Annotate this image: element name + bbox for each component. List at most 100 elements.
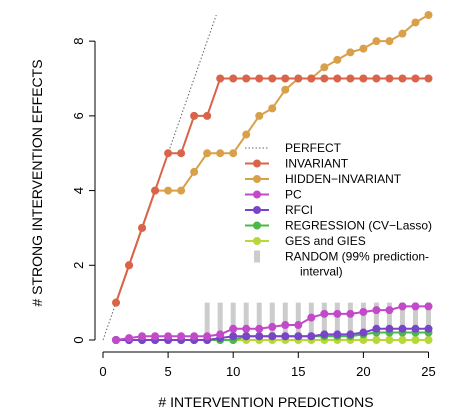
y-tick-label: 8 bbox=[71, 38, 86, 45]
random-band-bar bbox=[230, 302, 236, 340]
series-point bbox=[320, 330, 329, 339]
y-tick-label: 0 bbox=[71, 336, 86, 343]
series-point bbox=[346, 74, 355, 83]
random-band-bar bbox=[386, 302, 392, 340]
legend-label: RFCI bbox=[285, 203, 313, 217]
random-band-bar bbox=[269, 302, 275, 340]
series-point bbox=[385, 336, 394, 344]
series-point bbox=[372, 336, 381, 344]
random-band-bar bbox=[373, 302, 379, 340]
series-point bbox=[411, 302, 420, 311]
random-band-bar bbox=[243, 302, 249, 340]
series-point bbox=[112, 336, 121, 344]
series-point bbox=[346, 330, 355, 339]
legend-label: RANDOM (99% prediction- bbox=[285, 250, 429, 264]
series-point bbox=[268, 322, 277, 331]
random-band-bar bbox=[217, 302, 223, 340]
series-point bbox=[268, 332, 277, 341]
series-point bbox=[281, 321, 290, 330]
legend-marker bbox=[253, 190, 261, 199]
series-point bbox=[268, 74, 277, 83]
series-pc bbox=[112, 302, 433, 344]
x-tick-label: 15 bbox=[291, 364, 305, 379]
series-point bbox=[281, 85, 290, 94]
legend-entry: GES and GIES bbox=[245, 234, 366, 248]
series-point bbox=[203, 111, 212, 120]
series-point bbox=[216, 330, 225, 339]
legend-entry: INVARIANT bbox=[245, 157, 349, 171]
random-band-bar bbox=[360, 302, 366, 340]
series-point bbox=[255, 332, 264, 341]
series-point bbox=[372, 306, 381, 315]
series-point bbox=[333, 74, 342, 83]
legend-entry: HIDDEN−INVARIANT bbox=[245, 172, 402, 186]
series-point bbox=[203, 332, 212, 341]
series-point bbox=[177, 186, 186, 195]
legend-entry: RANDOM (99% prediction-interval) bbox=[254, 250, 429, 279]
legend-entry: PC bbox=[245, 188, 302, 202]
series-point bbox=[307, 74, 316, 83]
legend-label: REGRESSION (CV−Lasso) bbox=[285, 219, 432, 233]
series-point bbox=[424, 74, 433, 83]
random-band-bar bbox=[412, 302, 418, 340]
series-point bbox=[346, 309, 355, 318]
series-point bbox=[164, 332, 173, 341]
series-point bbox=[229, 74, 238, 83]
series-point bbox=[229, 324, 238, 333]
y-tick-label: 2 bbox=[71, 262, 86, 269]
legend-label: PERFECT bbox=[285, 141, 342, 155]
random-band-bar bbox=[334, 302, 340, 340]
series-invariant bbox=[112, 74, 433, 307]
series-point bbox=[307, 313, 316, 322]
x-axis-title: # INTERVENTION PREDICTIONS bbox=[158, 394, 373, 410]
series-point bbox=[372, 324, 381, 333]
x-tick-label: 10 bbox=[226, 364, 240, 379]
series-point bbox=[242, 74, 251, 83]
series-point bbox=[398, 74, 407, 83]
x-tick-label: 25 bbox=[421, 364, 435, 379]
series-point bbox=[359, 307, 368, 316]
series-point bbox=[281, 74, 290, 83]
series-point bbox=[424, 302, 433, 311]
legend-label-cont: interval) bbox=[300, 265, 343, 279]
series-point bbox=[424, 336, 433, 344]
series-point bbox=[294, 321, 303, 330]
series-point bbox=[398, 29, 407, 38]
series-point bbox=[385, 74, 394, 83]
series-point bbox=[398, 336, 407, 344]
series-point bbox=[424, 324, 433, 333]
series-point bbox=[229, 149, 238, 158]
x-tick-label: 5 bbox=[164, 364, 171, 379]
series-point bbox=[359, 74, 368, 83]
series-point bbox=[151, 332, 160, 341]
series-point bbox=[216, 149, 225, 158]
legend-marker bbox=[253, 221, 261, 230]
random-band-bar bbox=[256, 302, 262, 340]
random-band-bar bbox=[425, 302, 431, 340]
series-point bbox=[138, 223, 147, 232]
legend-entry: REGRESSION (CV−Lasso) bbox=[245, 219, 432, 233]
series-point bbox=[242, 130, 251, 139]
series-point bbox=[216, 74, 225, 83]
series-point bbox=[294, 332, 303, 341]
series-point bbox=[177, 332, 186, 341]
series-point bbox=[372, 37, 381, 46]
legend-swatch bbox=[254, 250, 260, 263]
series-point bbox=[177, 149, 186, 158]
legend-label: INVARIANT bbox=[285, 157, 349, 171]
y-axis-title: # STRONG INTERVENTION EFFECTS bbox=[29, 59, 45, 306]
series-point bbox=[385, 37, 394, 46]
series-point bbox=[359, 336, 368, 344]
series-point bbox=[372, 74, 381, 83]
legend-entry: RFCI bbox=[245, 203, 313, 217]
series-point bbox=[190, 111, 199, 120]
random-band-bar bbox=[347, 302, 353, 340]
series-point bbox=[385, 324, 394, 333]
series-point bbox=[242, 324, 251, 333]
random-band-bar bbox=[204, 302, 210, 340]
series-point bbox=[385, 306, 394, 315]
axes-layer: 0 2 4 6 8 0 5 10 15 20 25 bbox=[71, 38, 436, 379]
series-point bbox=[398, 302, 407, 311]
